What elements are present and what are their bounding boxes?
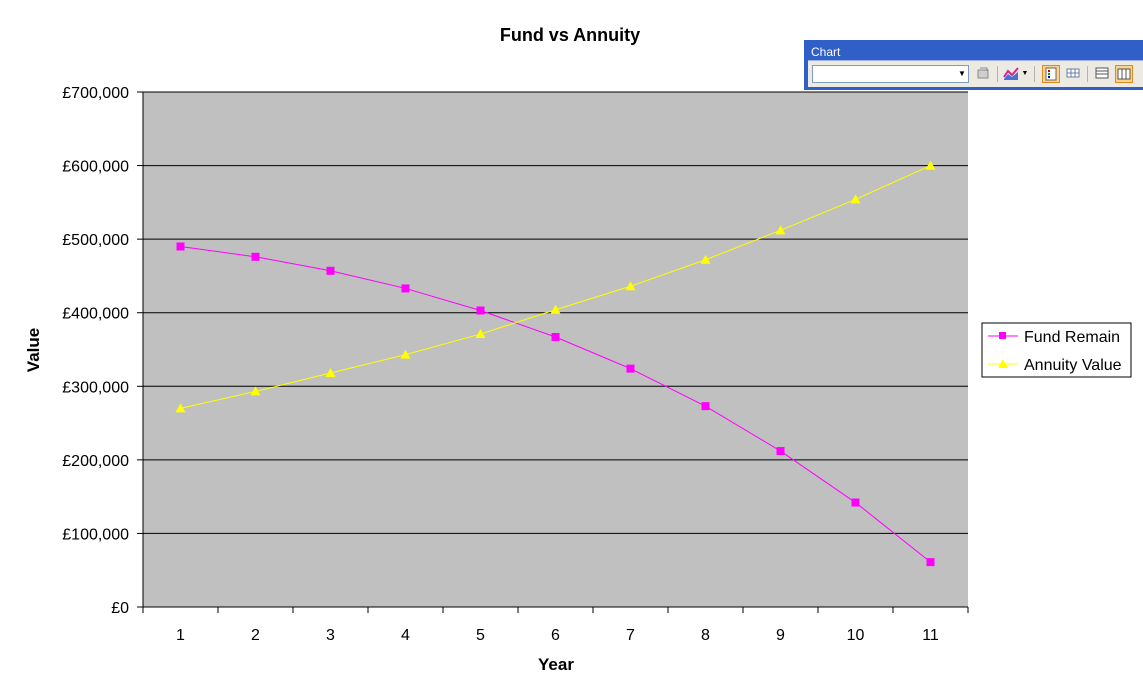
chart-toolbar-body: ▼ ▼	[808, 60, 1143, 87]
toolbar-separator	[1087, 66, 1088, 82]
gridlines	[143, 91, 968, 534]
series-layer	[175, 160, 936, 567]
x-tick-label: 8	[701, 627, 710, 644]
legend[interactable]: Fund Remain Annuity Value	[981, 322, 1132, 378]
fund-remain-point	[176, 242, 185, 251]
y-tick-label: £600,000	[62, 159, 129, 176]
chart-type-icon[interactable]	[1002, 65, 1020, 83]
legend-icon[interactable]	[1042, 65, 1060, 83]
legend-label-fund: Fund Remain	[1024, 329, 1120, 346]
y-tick-label: £400,000	[62, 306, 129, 323]
fund-remain-point	[251, 252, 260, 261]
x-tick-label: 5	[476, 627, 485, 644]
by-column-icon[interactable]	[1115, 65, 1133, 83]
x-tick-label: 7	[626, 627, 635, 644]
annuity-value-point	[325, 368, 336, 378]
y-tick-label: £0	[111, 600, 129, 617]
x-tick-label: 9	[776, 627, 785, 644]
chart-toolbar[interactable]: Chart ▼ ▼	[804, 40, 1143, 90]
fund-remain-point	[926, 558, 935, 567]
annuity-value-point	[175, 403, 186, 413]
annuity-value-point	[625, 281, 636, 291]
fund-remain-point	[776, 447, 785, 456]
chart-objects-dropdown[interactable]: ▼	[812, 65, 969, 83]
legend-marker-annuity	[998, 359, 1008, 368]
y-tick-label: £200,000	[62, 453, 129, 470]
fund-remain-point	[401, 284, 410, 293]
x-tick-label: 3	[326, 627, 335, 644]
x-tick-label: 2	[251, 627, 260, 644]
annuity-value-point	[775, 225, 786, 235]
annuity-value-point	[475, 329, 486, 339]
y-tick-label: £500,000	[62, 232, 129, 249]
fund-remain-point	[326, 266, 335, 275]
chart-title: Fund vs Annuity	[500, 25, 640, 45]
y-tick-label: £300,000	[62, 379, 129, 396]
x-tick-label: 11	[922, 627, 939, 644]
annuity-value-point	[925, 160, 936, 170]
fund-remain-point	[551, 332, 560, 341]
annuity-value-point	[850, 194, 861, 204]
annuity-value-point	[250, 386, 261, 396]
data-table-icon[interactable]	[1064, 65, 1082, 83]
fund-remain-point	[701, 402, 710, 411]
axes: £0 £100,000 £200,000 £300,000 £400,000 £500,0…	[62, 85, 969, 644]
chart-type-dropdown-icon[interactable]: ▼	[1021, 70, 1029, 77]
by-row-icon[interactable]	[1093, 65, 1111, 83]
y-tick-label: £700,000	[62, 85, 129, 102]
fund-remain-point	[851, 498, 860, 507]
toolbar-separator	[997, 66, 998, 82]
annuity-value-point	[400, 349, 411, 359]
toolbar-separator	[1034, 66, 1035, 82]
x-tick-label: 6	[551, 627, 560, 644]
x-tick-label: 4	[401, 627, 410, 644]
format-chart-area-icon[interactable]	[974, 65, 992, 83]
y-tick-label: £100,000	[62, 526, 129, 543]
x-tick-label: 10	[847, 627, 865, 644]
fund-remain-point	[626, 364, 635, 373]
annuity-value-point	[700, 254, 711, 264]
plot-area[interactable]	[143, 92, 968, 607]
x-tick-label: 1	[176, 627, 185, 644]
chevron-down-icon[interactable]: ▼	[958, 69, 966, 78]
chart-toolbar-title: Chart	[811, 45, 841, 59]
x-axis-title: Year	[538, 655, 574, 674]
legend-label-annuity: Annuity Value	[1024, 357, 1122, 374]
annuity-value-point	[550, 304, 561, 314]
y-axis-title: Value	[24, 328, 43, 372]
fund-remain-point	[476, 306, 485, 315]
legend-marker-fund	[999, 332, 1006, 339]
